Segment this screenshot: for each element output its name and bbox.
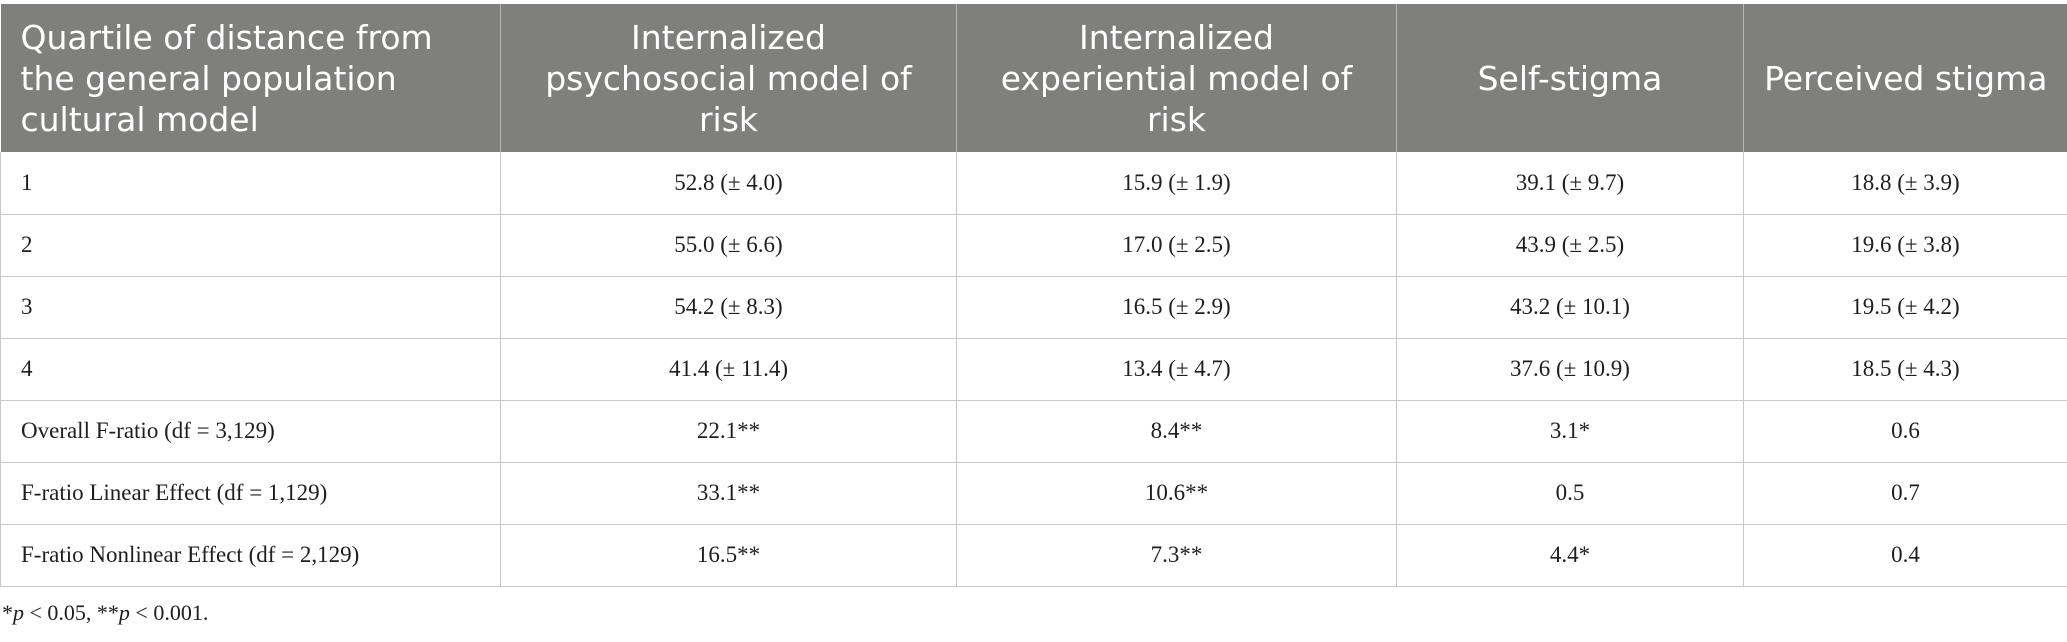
table-cell: 41.4 (± 11.4)	[500, 338, 957, 401]
table-cell: 8.4**	[956, 400, 1397, 463]
table-cell: 18.5 (± 4.3)	[1743, 338, 2067, 401]
header-self-stigma: Self-stigma	[1396, 4, 1744, 152]
table-cell: 0.7	[1743, 462, 2067, 525]
results-table: Quartile of distance from the general po…	[0, 4, 2067, 587]
table-cell: 54.2 (± 8.3)	[500, 276, 957, 339]
table-cell: 16.5 (± 2.9)	[956, 276, 1397, 339]
table-cell: 3.1*	[1396, 400, 1744, 463]
row-label: Overall F-ratio (df = 3,129)	[0, 400, 501, 463]
header-perceived-stigma: Perceived stigma	[1743, 4, 2067, 152]
table-cell: 4.4*	[1396, 524, 1744, 587]
row-label: 2	[0, 214, 501, 277]
footnote-threshold-1: < 0.05,	[24, 600, 97, 625]
table-cell: 7.3**	[956, 524, 1397, 587]
table-row: 4 41.4 (± 11.4) 13.4 (± 4.7) 37.6 (± 10.…	[0, 338, 2067, 401]
results-table-container: Quartile of distance from the general po…	[0, 4, 2067, 587]
table-cell: 55.0 (± 6.6)	[500, 214, 957, 277]
table-cell: 19.6 (± 3.8)	[1743, 214, 2067, 277]
footnote-star-1: *	[2, 600, 13, 625]
table-row: 3 54.2 (± 8.3) 16.5 (± 2.9) 43.2 (± 10.1…	[0, 276, 2067, 339]
table-row: F-ratio Nonlinear Effect (df = 2,129) 16…	[0, 524, 2067, 587]
table-cell: 33.1**	[500, 462, 957, 525]
table-cell: 43.9 (± 2.5)	[1396, 214, 1744, 277]
row-label: 1	[0, 152, 501, 215]
table-cell: 39.1 (± 9.7)	[1396, 152, 1744, 215]
footnote-star-2: **	[96, 600, 119, 625]
table-cell: 15.9 (± 1.9)	[956, 152, 1397, 215]
header-row: Quartile of distance from the general po…	[0, 4, 2067, 152]
header-experiential-model: Internalized experiential model of risk	[956, 4, 1397, 152]
row-label: F-ratio Nonlinear Effect (df = 2,129)	[0, 524, 501, 587]
table-row: 2 55.0 (± 6.6) 17.0 (± 2.5) 43.9 (± 2.5)…	[0, 214, 2067, 277]
table-cell: 10.6**	[956, 462, 1397, 525]
table-cell: 52.8 (± 4.0)	[500, 152, 957, 215]
footnote-threshold-2: < 0.001.	[129, 600, 209, 625]
header-quartile: Quartile of distance from the general po…	[0, 4, 501, 152]
header-psychosocial-model: Internalized psychosocial model of risk	[500, 4, 957, 152]
footnote-p-1: p	[13, 600, 24, 625]
table-cell: 13.4 (± 4.7)	[956, 338, 1397, 401]
significance-footnote: *p < 0.05, **p < 0.001.	[2, 600, 208, 626]
table-row: Overall F-ratio (df = 3,129) 22.1** 8.4*…	[0, 400, 2067, 463]
footnote-p-2: p	[118, 600, 130, 625]
table-header: Quartile of distance from the general po…	[0, 4, 2067, 152]
table-cell: 18.8 (± 3.9)	[1743, 152, 2067, 215]
table-cell: 17.0 (± 2.5)	[956, 214, 1397, 277]
table-cell: 0.6	[1743, 400, 2067, 463]
table-row: 1 52.8 (± 4.0) 15.9 (± 1.9) 39.1 (± 9.7)…	[0, 152, 2067, 215]
table-cell: 0.4	[1743, 524, 2067, 587]
table-cell: 0.5	[1396, 462, 1744, 525]
row-label: F-ratio Linear Effect (df = 1,129)	[0, 462, 501, 525]
row-label: 3	[0, 276, 501, 339]
table-body: 1 52.8 (± 4.0) 15.9 (± 1.9) 39.1 (± 9.7)…	[0, 152, 2067, 587]
table-cell: 16.5**	[500, 524, 957, 587]
table-cell: 19.5 (± 4.2)	[1743, 276, 2067, 339]
table-cell: 37.6 (± 10.9)	[1396, 338, 1744, 401]
row-label: 4	[0, 338, 501, 401]
table-row: F-ratio Linear Effect (df = 1,129) 33.1*…	[0, 462, 2067, 525]
table-cell: 43.2 (± 10.1)	[1396, 276, 1744, 339]
table-cell: 22.1**	[500, 400, 957, 463]
